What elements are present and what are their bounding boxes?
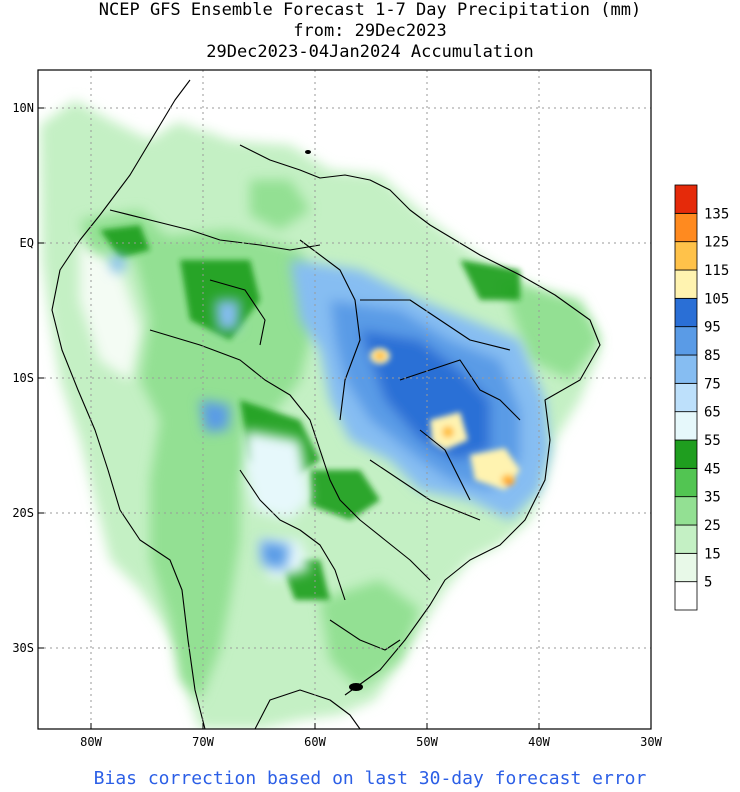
legend-label: 55 <box>704 433 721 449</box>
graticule <box>38 70 651 729</box>
legend-swatch <box>674 212 698 243</box>
lon-label-30w: 30W <box>640 735 662 749</box>
legend-swatch <box>674 524 698 554</box>
legend-swatch <box>674 496 698 526</box>
lat-label-20s: 20S <box>12 506 34 520</box>
legend-label: 45 <box>704 461 721 477</box>
legend-swatch <box>674 326 698 356</box>
plot-frame <box>37 69 652 730</box>
color-legend: 5 15 25 35 45 55 65 75 85 95 105 115 125 135 <box>674 184 729 611</box>
legend-swatch <box>674 467 698 498</box>
lon-label-80w: 80W <box>80 735 102 749</box>
legend-label: 35 <box>704 490 721 506</box>
lon-label-40w: 40W <box>528 735 550 749</box>
lon-label-60w: 60W <box>304 735 326 749</box>
legend-swatch <box>674 382 698 413</box>
legend-swatch <box>674 552 698 583</box>
legend-swatch <box>674 439 698 469</box>
legend-label: 125 <box>704 235 729 251</box>
legend-swatch <box>674 269 698 299</box>
bias-correction-note: Bias correction based on last 30-day for… <box>93 768 647 789</box>
legend-swatch <box>674 297 698 328</box>
legend-swatch <box>674 581 698 611</box>
legend-label: 105 <box>704 291 729 307</box>
map-title: NCEP GFS Ensemble Forecast 1-7 Day Preci… <box>98 0 642 20</box>
legend-label: 15 <box>704 546 721 562</box>
lon-label-70w: 70W <box>192 735 214 749</box>
legend-label: 95 <box>704 320 721 336</box>
legend-label: 65 <box>704 405 721 421</box>
legend-label: 115 <box>704 263 729 279</box>
legend-label: 75 <box>704 376 721 392</box>
forecast-start-date: from: 29Dec2023 <box>293 21 447 41</box>
lat-label-10n: 10N <box>12 101 34 115</box>
lat-label-30s: 30S <box>12 641 34 655</box>
legend-swatch <box>674 241 698 271</box>
legend-swatch <box>674 411 698 441</box>
legend-swatch <box>674 354 698 384</box>
lat-label-10s: 10S <box>12 371 34 385</box>
accumulation-period: 29Dec2023-04Jan2024 Accumulation <box>206 42 534 62</box>
lon-label-50w: 50W <box>416 735 438 749</box>
legend-label: 25 <box>704 518 721 534</box>
legend-label: 135 <box>704 206 729 222</box>
legend-swatch <box>674 184 698 214</box>
legend-label: 85 <box>704 348 721 364</box>
lat-label-eq: EQ <box>20 236 34 250</box>
legend-label: 5 <box>704 575 712 591</box>
precipitation-field <box>40 70 601 729</box>
